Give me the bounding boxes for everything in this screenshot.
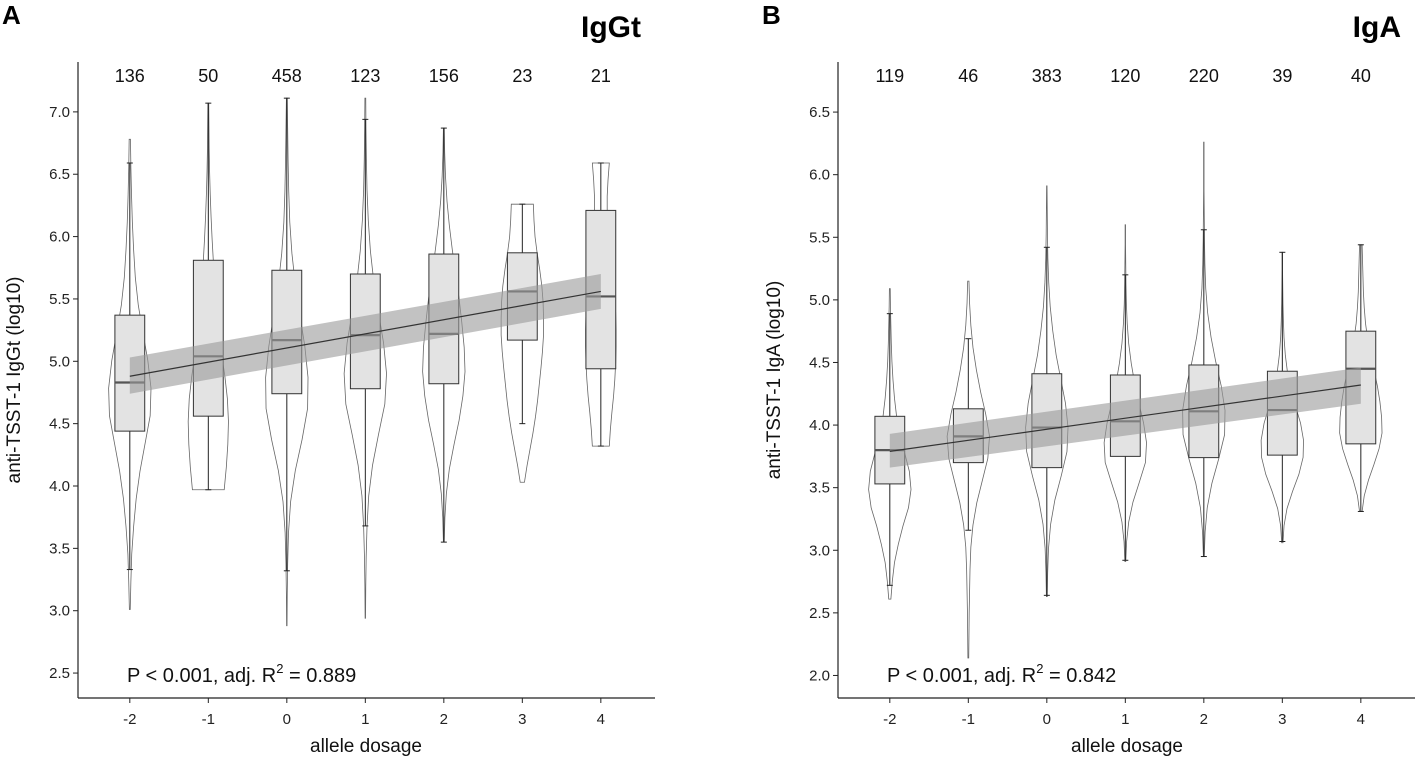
x-tick-label: 4 [597,711,605,728]
x-tick-label: 2 [440,711,448,728]
x-tick-label: -1 [202,711,215,728]
violin-shape [108,138,152,610]
y-tick-label: 3.0 [809,542,830,559]
violin-shape [1103,224,1147,562]
y-tick-label: 3.5 [809,480,830,497]
x-tick-label: 0 [283,711,291,728]
regression-line [889,384,1361,452]
sample-count-label: 50 [198,66,218,86]
y-tick-label: 5.5 [809,229,830,246]
panel-a-letter: A [2,0,21,30]
sample-count-label: 46 [958,66,978,86]
x-tick-label: -2 [883,711,896,728]
y-tick-label: 3.5 [49,540,70,557]
panel-a-title: IgGt [581,11,641,44]
sample-count-label: 383 [1032,66,1062,86]
sample-count-label: 120 [1110,66,1140,86]
y-tick-label: 5.0 [49,353,70,370]
y-tick-label: 2.5 [49,665,70,682]
violin-shape [868,288,912,600]
sample-count-label: 23 [512,66,532,86]
y-tick-label: 6.5 [49,166,70,183]
panel-a-stats-sup: 2 [276,661,283,676]
panel-a-plot: 2.5 3.0 3.5 4.0 4.5 5.0 5.5 6.0 6.5 7.0 -2 136 -1 50 0… [49,62,655,728]
panel-a-x-axis-label: allele dosage [310,736,422,757]
x-tick-label: 4 [1357,711,1365,728]
sample-count-label: 21 [591,66,611,86]
x-tick-label: -1 [962,711,975,728]
sample-count-label: 39 [1272,66,1292,86]
panel-a-y-axis-label: anti-TSST-1 IgGt (log10) [4,277,25,484]
y-tick-label: 4.0 [809,417,830,434]
violin-shape [1025,185,1069,597]
panel-b-title: IgA [1353,11,1401,44]
x-tick-label: 1 [361,711,369,728]
x-tick-label: 0 [1043,711,1051,728]
panel-b-stats-sup: 2 [1036,661,1043,676]
sample-count-label: 123 [350,66,380,86]
y-tick-label: 6.0 [809,167,830,184]
panel-b-stats-prefix: P < 0.001, adj. R [887,665,1036,687]
panel-b-stats-suffix: = 0.842 [1043,665,1116,687]
panel-b: B IgA allele dosage anti-TSST-1 IgA (log… [762,0,1415,757]
panel-b-letter: B [762,0,781,30]
x-tick-label: 2 [1200,711,1208,728]
violin-shape [343,97,387,619]
y-tick-label: 2.5 [809,605,830,622]
panel-a-stats-suffix: = 0.889 [283,665,356,687]
x-tick-label: 1 [1121,711,1129,728]
violin-shape [946,280,990,659]
y-tick-label: 2.0 [809,667,830,684]
sample-count-label: 156 [429,66,459,86]
y-tick-label: 3.0 [49,603,70,620]
sample-count-label: 220 [1189,66,1219,86]
sample-count-label: 119 [875,66,904,86]
x-tick-label: 3 [1278,711,1286,728]
box-iqr [192,259,224,417]
panel-b-stats-annotation: P < 0.001, adj. R2 = 0.842 [887,661,1116,687]
y-tick-label: 4.0 [49,478,70,495]
x-tick-label: -2 [123,711,136,728]
panel-a-stats-prefix: P < 0.001, adj. R [127,665,276,687]
sample-count-label: 136 [115,66,145,86]
y-tick-label: 5.0 [809,292,830,309]
x-tick-label: 3 [518,711,526,728]
regression-line [129,290,601,377]
panel-a-stats-annotation: P < 0.001, adj. R2 = 0.889 [127,661,356,687]
y-tick-label: 7.0 [49,104,70,121]
y-tick-label: 4.5 [809,354,830,371]
sample-count-label: 40 [1351,66,1371,86]
y-tick-label: 6.0 [49,229,70,246]
y-tick-label: 6.5 [809,104,830,121]
panel-b-x-axis-label: allele dosage [1071,736,1183,757]
panel-b-plot: 2.0 2.5 3.0 3.5 4.0 4.5 5.0 5.5 6.0 6.5 -2 119 -1 46 0… [809,62,1415,728]
regression-confidence-band [889,367,1361,468]
y-tick-label: 5.5 [49,291,70,308]
sample-count-label: 458 [272,66,302,86]
panel-a: A IgGt allele dosage anti-TSST-1 IgGt (l… [2,0,655,757]
y-tick-label: 4.5 [49,416,70,433]
panel-b-y-axis-label: anti-TSST-1 IgA (log10) [764,281,785,480]
